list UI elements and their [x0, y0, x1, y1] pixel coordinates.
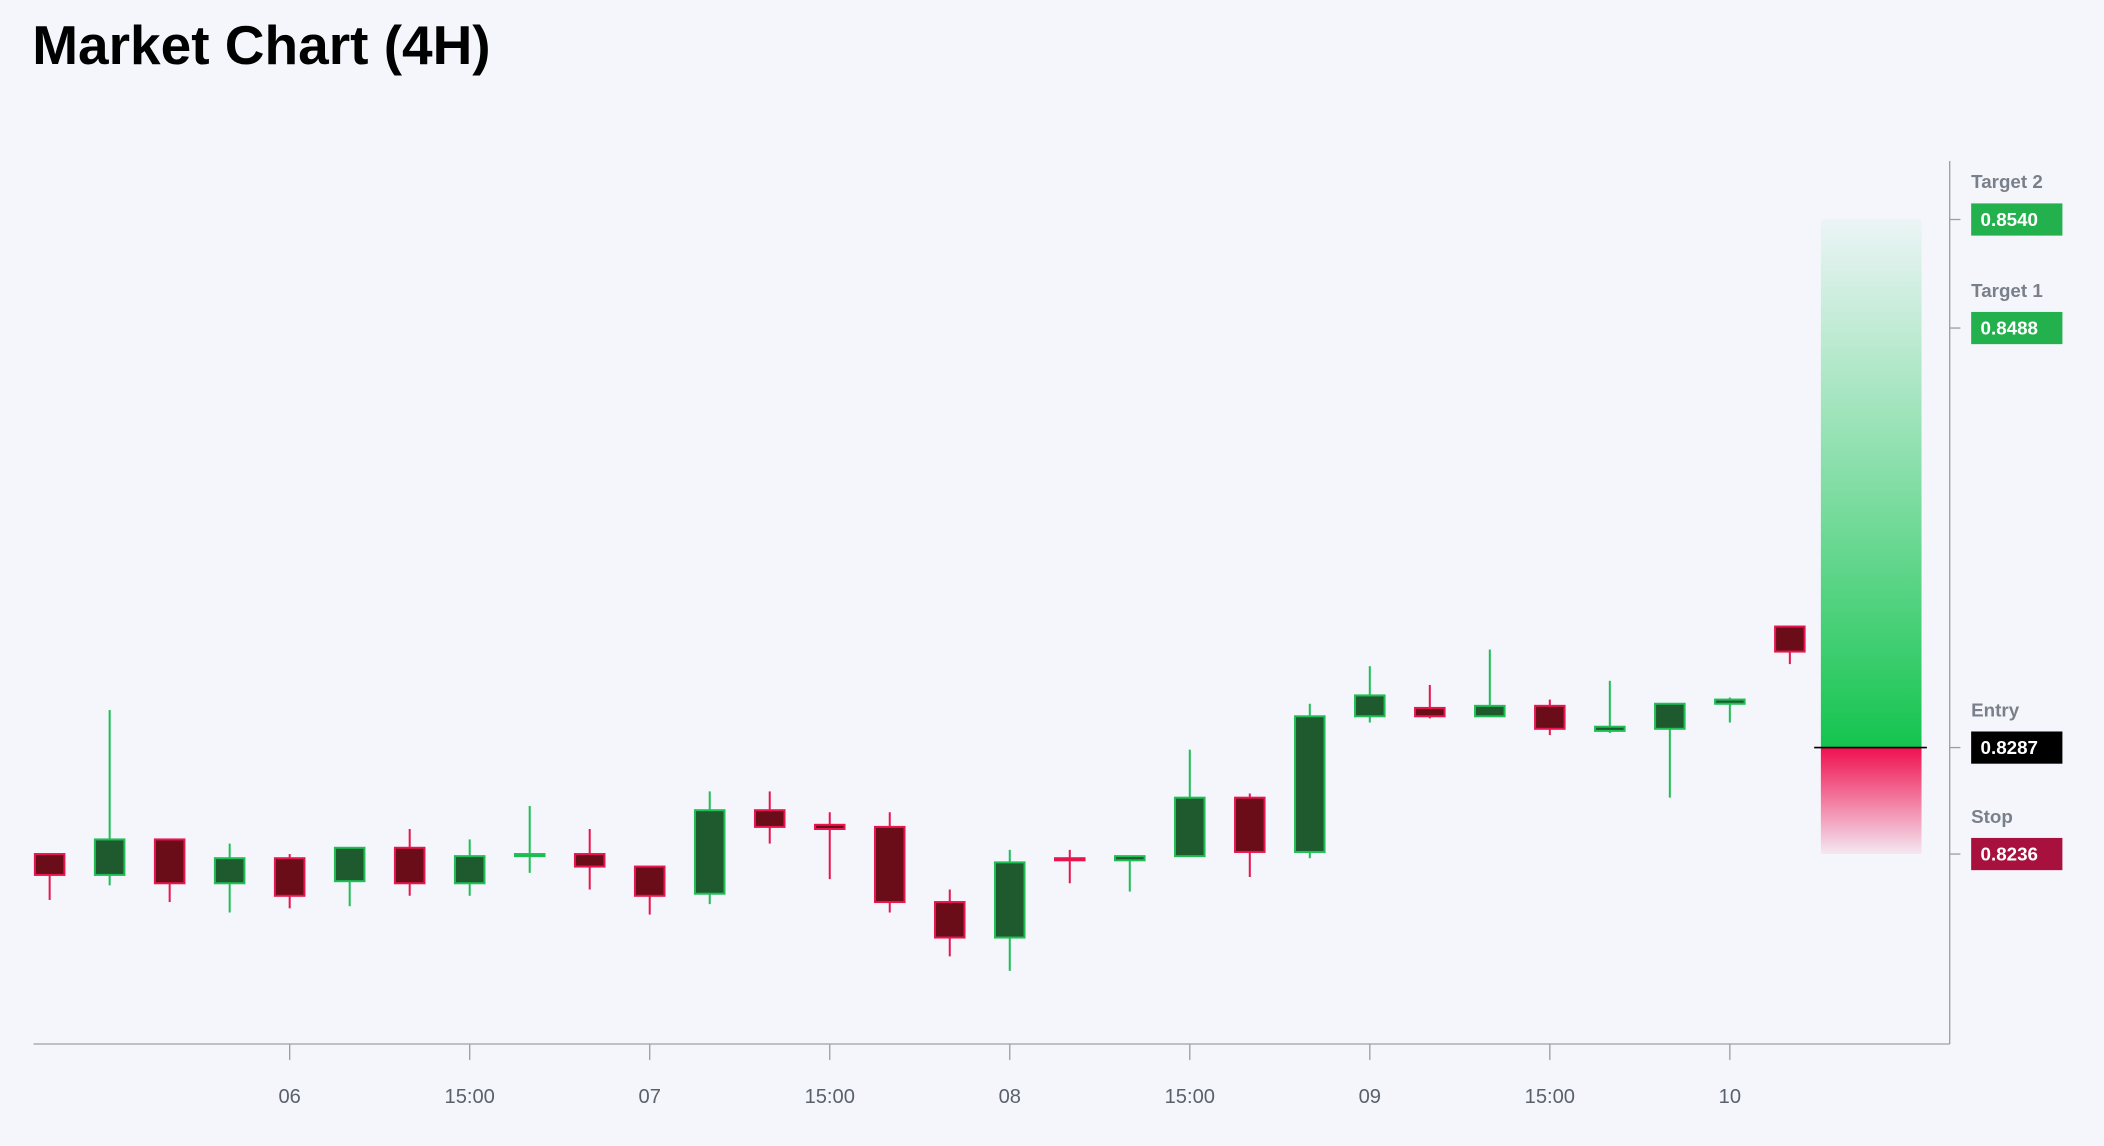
x-tick-label: 15:00: [1525, 1086, 1575, 1108]
level-badge: [1971, 837, 2063, 871]
candle-body: [333, 846, 366, 883]
candle-body: [33, 853, 66, 876]
candle-body: [153, 838, 186, 885]
level-value: 0.8540: [1981, 209, 2038, 230]
level-name: Target 2: [1971, 171, 2043, 192]
level-name: Entry: [1971, 699, 2020, 720]
candle-body: [453, 855, 486, 885]
level-badge: [1971, 203, 2063, 236]
candle-body: [1474, 704, 1506, 718]
candle-body: [693, 809, 726, 895]
candle-body: [1234, 796, 1266, 853]
candle-body: [993, 861, 1026, 939]
candle-body: [633, 865, 666, 897]
candle-body: [1714, 698, 1746, 705]
candle-body: [1174, 796, 1206, 858]
level-value: 0.8287: [1981, 737, 2038, 758]
candle-body: [1594, 725, 1626, 732]
candle-body: [1414, 706, 1446, 718]
level-name: Stop: [1971, 806, 2013, 827]
x-tick-label: 09: [1359, 1086, 1381, 1108]
candle-body: [273, 857, 306, 897]
candle-body: [513, 853, 546, 858]
x-tick-label: 07: [639, 1086, 661, 1108]
candle-body: [213, 857, 246, 885]
x-tick-label: 10: [1719, 1086, 1741, 1108]
candle-body: [873, 825, 906, 904]
candle-body: [813, 823, 846, 830]
candle-body: [1354, 694, 1386, 718]
chart-title: Market Chart (4H): [32, 14, 490, 76]
x-tick-label: 15:00: [445, 1086, 495, 1108]
candle-body: [753, 809, 786, 828]
x-tick-label: 15:00: [805, 1086, 855, 1108]
candle-body: [1114, 855, 1146, 862]
level-value: 0.8236: [1981, 843, 2038, 864]
x-tick-label: 06: [278, 1086, 300, 1108]
level-name: Target 1: [1971, 280, 2043, 301]
candle-body: [93, 838, 126, 876]
candle-body: [1053, 857, 1086, 862]
candle-body: [573, 853, 606, 868]
candle-body: [933, 901, 966, 939]
candle-body: [1534, 704, 1566, 730]
risk-zone: [1820, 747, 1922, 855]
x-tick-label: 08: [999, 1086, 1021, 1108]
candle-body: [393, 846, 426, 885]
level-badge: [1971, 731, 2063, 764]
candle-body: [1774, 625, 1806, 653]
level-value: 0.8488: [1981, 317, 2038, 338]
reward-zone: [1820, 219, 1922, 748]
candle-body: [1294, 715, 1326, 853]
candle-body: [1654, 702, 1686, 730]
level-badge: [1971, 311, 2063, 345]
x-tick-label: 15:00: [1165, 1086, 1215, 1108]
